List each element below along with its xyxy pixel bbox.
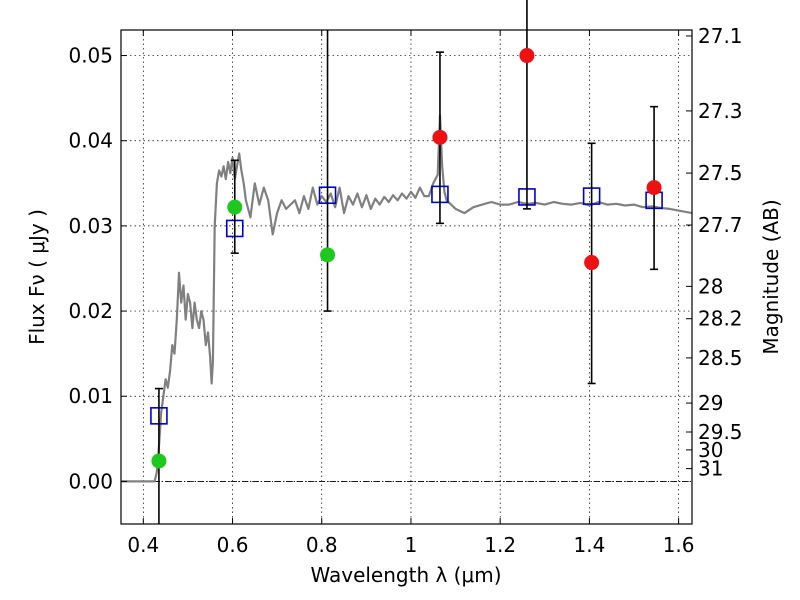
y2-tick-label: 29 <box>698 391 723 415</box>
x-tick-label: 0.6 <box>217 533 249 557</box>
y2-tick-label: 28.5 <box>698 346 743 370</box>
x-tick-label: 1.2 <box>484 533 516 557</box>
y-tick-label: 0.04 <box>68 129 113 153</box>
y-tick-label: 0.01 <box>68 384 113 408</box>
x-tick-label: 1 <box>405 533 418 557</box>
green-point <box>227 199 243 215</box>
x-tick-label: 1.6 <box>663 533 695 557</box>
y2-tick-label: 27.3 <box>698 99 743 123</box>
y2-tick-label: 31 <box>698 457 723 481</box>
y2-tick-label: 27.7 <box>698 213 743 237</box>
y2-tick-label: 27.5 <box>698 161 743 185</box>
y-axis-title: Flux Fν ( μJy ) <box>25 209 49 345</box>
data-marks <box>150 0 663 524</box>
axes: 0.4 0.6 0.8 1 1.2 1.4 1.6 0.00 0.01 0.02 0.03 0.04 0… <box>68 24 742 557</box>
plot-frame <box>120 29 693 525</box>
green-point <box>151 453 167 469</box>
x-tick-label: 0.8 <box>306 533 338 557</box>
y-tick-label: 0.00 <box>68 469 113 493</box>
x-tick-label: 1.4 <box>573 533 605 557</box>
y2-tick-label: 29.5 <box>698 420 743 444</box>
y2-tick-label: 28.2 <box>698 307 743 331</box>
y2-tick-label: 27.1 <box>698 24 743 48</box>
y-tick-label: 0.03 <box>68 214 113 238</box>
y2-tick-label: 28 <box>698 274 723 298</box>
y-tick-label: 0.02 <box>68 299 113 323</box>
red-point <box>646 180 662 196</box>
y2-axis-title: Magnitude (AB) <box>759 199 783 354</box>
x-tick-label: 0.4 <box>127 533 159 557</box>
plot-area <box>121 114 692 483</box>
y2-tick-label: 30 <box>698 438 723 462</box>
red-point <box>584 255 600 271</box>
green-point <box>320 247 336 263</box>
grid <box>121 30 692 524</box>
red-point <box>432 129 448 145</box>
y-tick-label: 0.05 <box>68 44 113 68</box>
sed-line <box>121 114 692 483</box>
red-point <box>519 48 535 64</box>
x-axis-title: Wavelength λ (μm) <box>310 563 501 587</box>
